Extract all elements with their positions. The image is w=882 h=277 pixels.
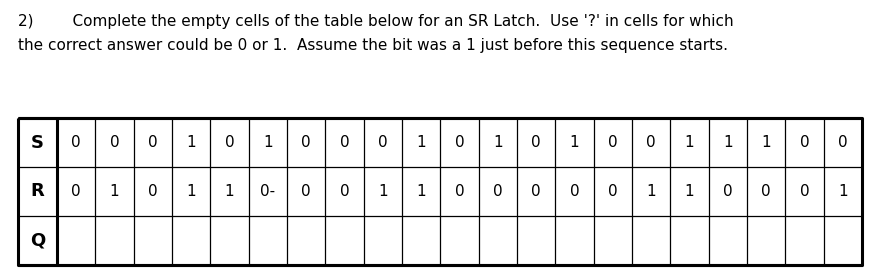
Text: 0: 0 [109,135,119,150]
Text: 0: 0 [225,135,235,150]
Text: 1: 1 [263,135,273,150]
Text: 0: 0 [761,184,771,199]
Text: the correct answer could be 0 or 1.  Assume the bit was a 1 just before this seq: the correct answer could be 0 or 1. Assu… [18,38,728,53]
Text: 0: 0 [570,184,579,199]
Text: 0: 0 [608,135,617,150]
Text: 0: 0 [455,184,464,199]
Text: 0: 0 [608,184,617,199]
Text: 0: 0 [71,135,81,150]
Text: 1: 1 [838,184,848,199]
Text: 0-: 0- [260,184,275,199]
Text: 2)        Complete the empty cells of the table below for an SR Latch.  Use '?' : 2) Complete the empty cells of the table… [18,14,734,29]
Text: R: R [31,183,44,201]
Text: 1: 1 [225,184,235,199]
Text: 0: 0 [455,135,464,150]
Text: 1: 1 [493,135,503,150]
Text: 0: 0 [71,184,81,199]
Text: 1: 1 [647,184,656,199]
Text: 1: 1 [570,135,579,150]
Text: 0: 0 [838,135,848,150]
Text: 1: 1 [723,135,733,150]
Text: 1: 1 [109,184,119,199]
Text: 1: 1 [416,135,426,150]
Text: 1: 1 [186,184,196,199]
Text: 0: 0 [340,184,349,199]
Text: 0: 0 [723,184,733,199]
Text: 0: 0 [148,184,158,199]
Text: Q: Q [30,232,45,250]
Text: 1: 1 [416,184,426,199]
Text: 0: 0 [302,184,311,199]
Text: 1: 1 [378,184,388,199]
Text: 0: 0 [647,135,656,150]
Text: 0: 0 [531,184,541,199]
Text: 1: 1 [761,135,771,150]
Text: 0: 0 [531,135,541,150]
Text: 0: 0 [378,135,388,150]
Text: 1: 1 [684,184,694,199]
Text: 1: 1 [684,135,694,150]
Text: 0: 0 [148,135,158,150]
Text: 0: 0 [302,135,311,150]
Text: 0: 0 [800,135,810,150]
Text: 1: 1 [186,135,196,150]
Text: 0: 0 [340,135,349,150]
Text: 0: 0 [493,184,503,199]
Text: 0: 0 [800,184,810,199]
Text: S: S [31,134,44,152]
